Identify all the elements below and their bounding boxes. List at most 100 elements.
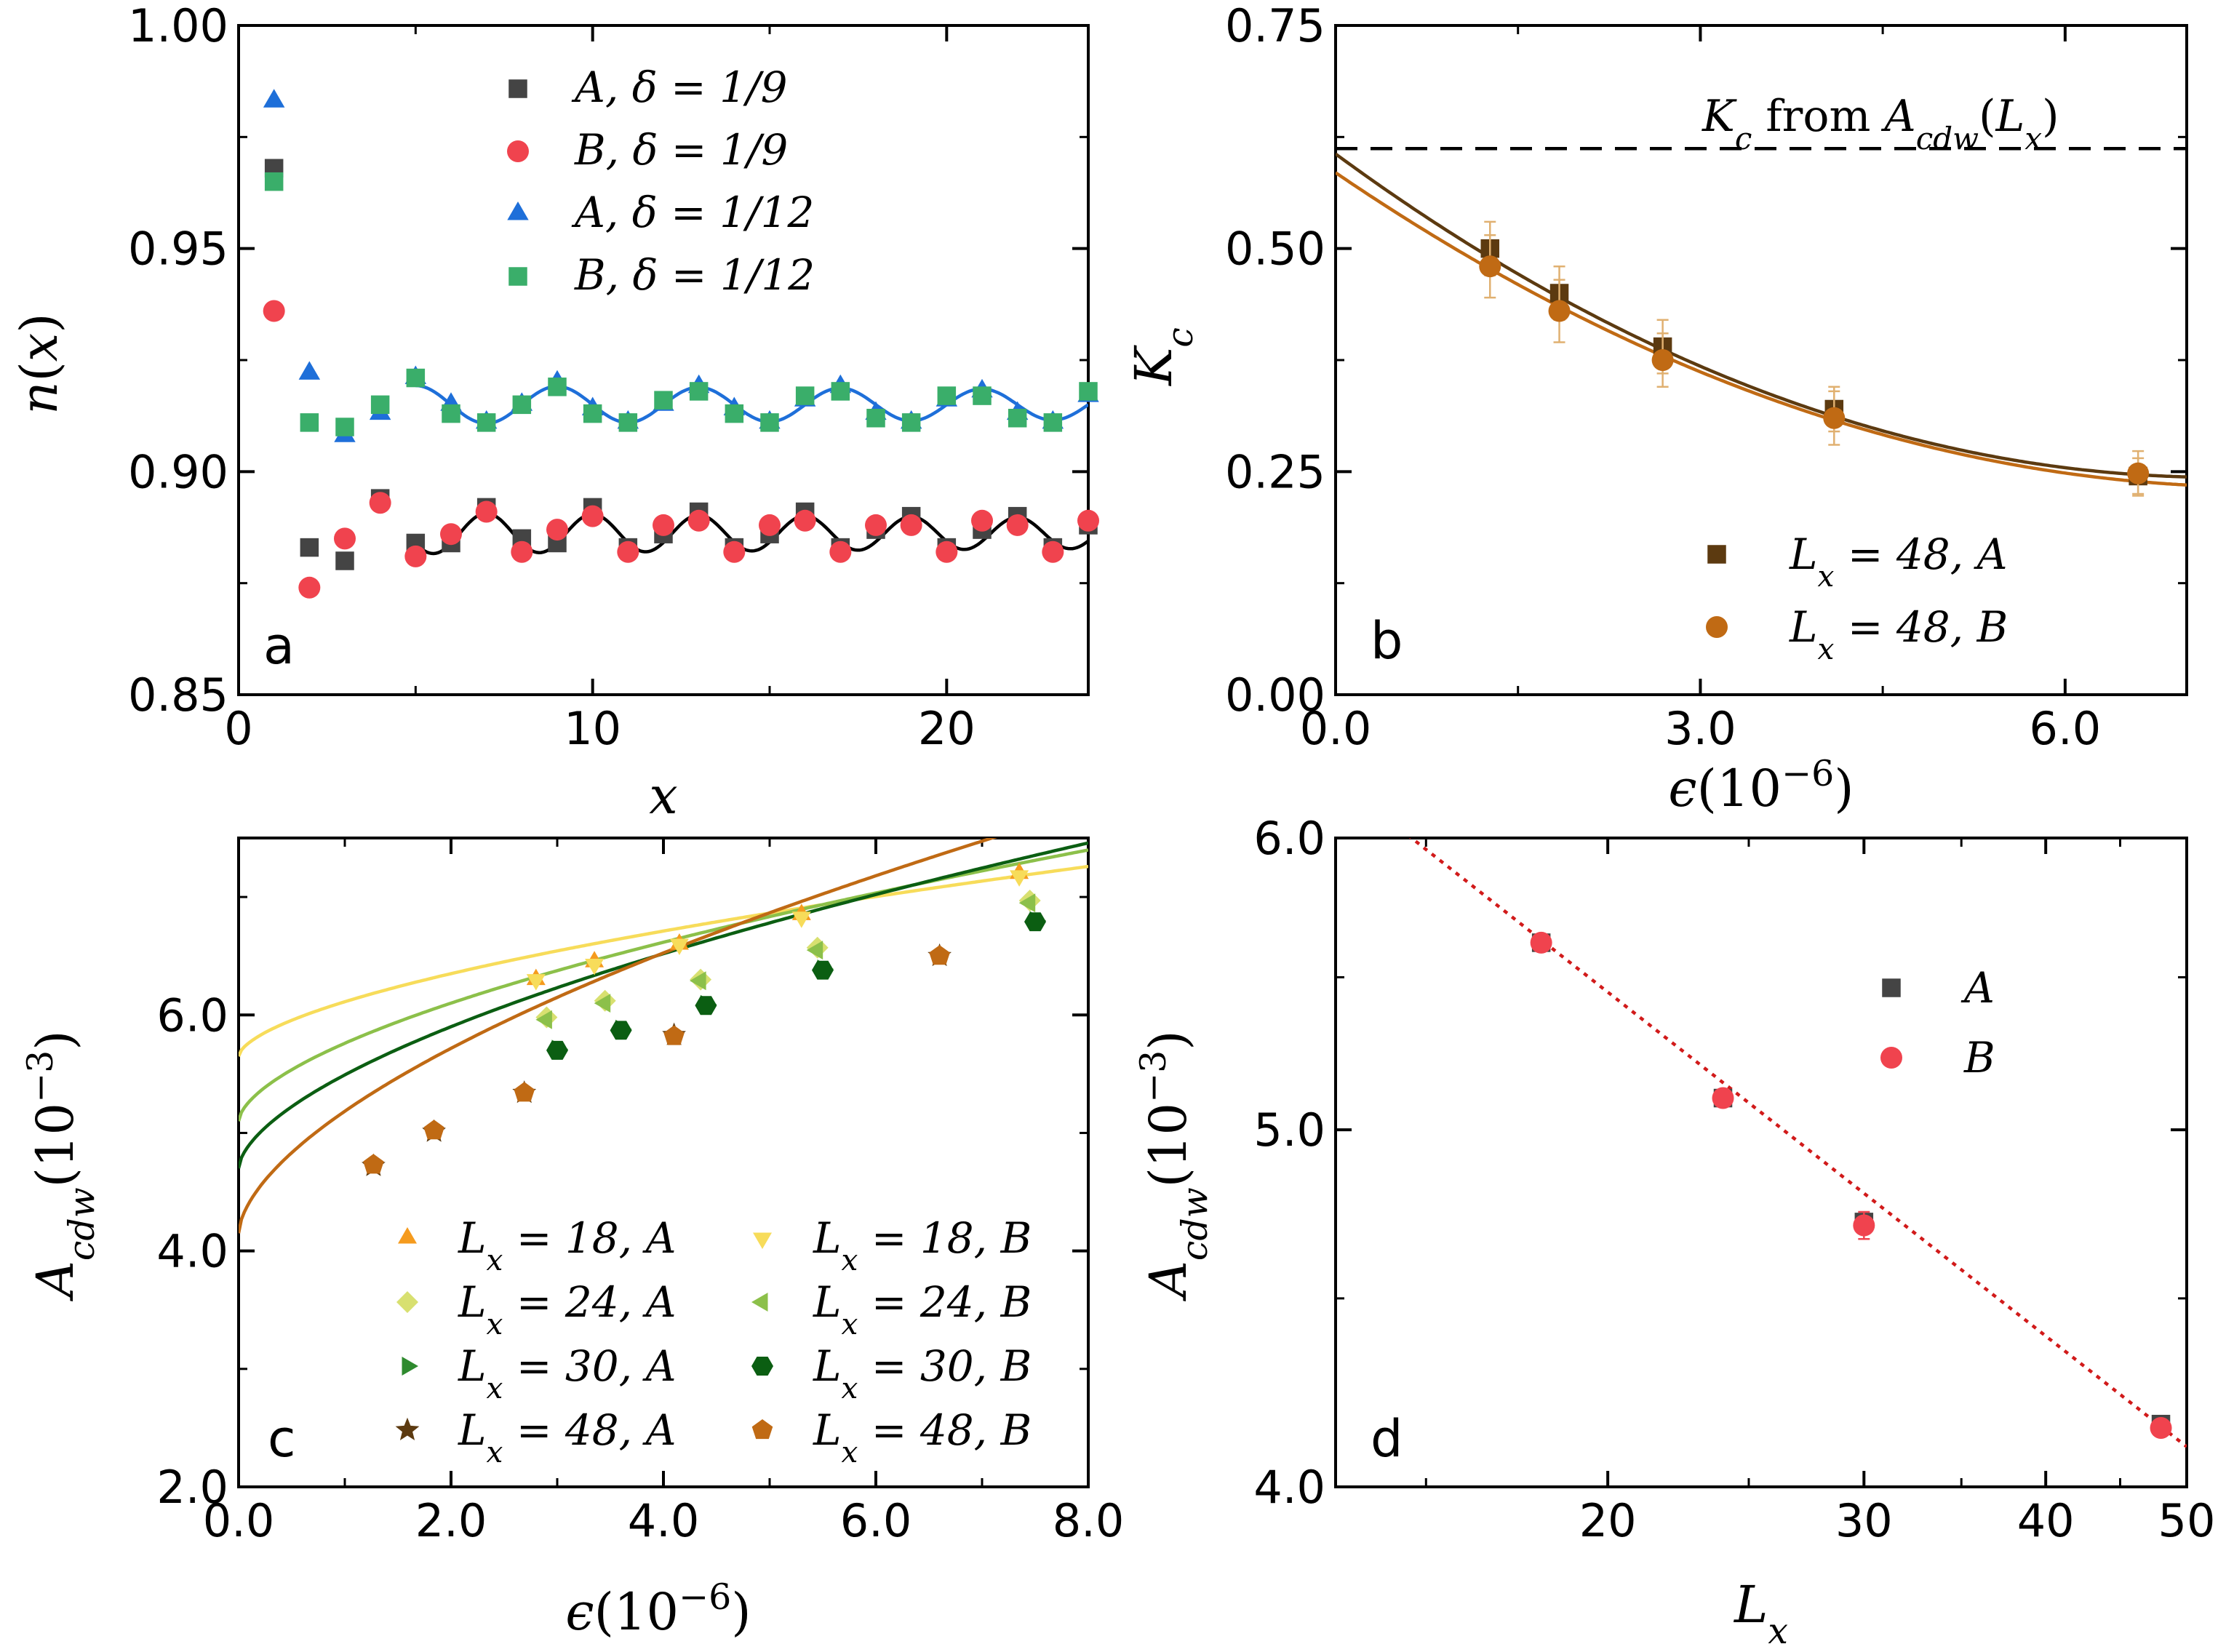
- y-axis-label: Kc: [1124, 327, 1201, 387]
- y-tick-label: 0.90: [128, 445, 228, 498]
- data-point: [759, 514, 781, 536]
- legend-marker: [507, 201, 529, 220]
- legend-label-part: = 30,: [503, 1341, 645, 1391]
- data-point: [406, 368, 426, 388]
- legend-label-part: x: [842, 1306, 858, 1341]
- series-group: [526, 870, 1029, 991]
- annotation-text-part: c: [1735, 121, 1752, 156]
- x-axis-label-part: x: [1768, 1611, 1788, 1652]
- y-axis-label-part: cdw: [61, 1187, 103, 1261]
- legend-label-part: = 1/12: [658, 188, 815, 237]
- data-point: [583, 404, 602, 423]
- data-point: [334, 527, 356, 550]
- x-tick-label: 8.0: [1053, 1494, 1125, 1547]
- fit-curve: [239, 864, 1088, 1057]
- x-axis-label: ϵ(10−6): [565, 1576, 751, 1643]
- x-tick-label: 6.0: [840, 1494, 912, 1547]
- legend-marker: [1880, 1047, 1902, 1069]
- x-axis-label-part: ): [1834, 759, 1854, 818]
- legend-label-part: = 48,: [1834, 602, 1976, 652]
- data-point: [901, 413, 921, 432]
- series-group: [1480, 220, 2147, 495]
- data-point: [971, 509, 993, 532]
- data-point: [264, 172, 284, 191]
- series-group: [363, 945, 950, 1174]
- legend-label-part: = 48,: [503, 1405, 645, 1455]
- x-axis-label-part: ): [731, 1582, 751, 1642]
- data-point: [689, 382, 709, 401]
- annotation-text-part: K: [1702, 91, 1737, 142]
- x-axis-label-part: ϵ: [1668, 759, 1696, 818]
- legend-label-part: x: [487, 1370, 503, 1405]
- data-point: [1010, 870, 1029, 887]
- data-point: [335, 551, 354, 570]
- x-axis-label: ϵ(10−6): [1668, 753, 1854, 819]
- data-point: [548, 378, 567, 396]
- data-point: [263, 89, 285, 108]
- data-point: [725, 404, 744, 423]
- data-point: [2127, 462, 2150, 484]
- legend-label-part: A: [1960, 963, 1995, 1013]
- legend-marker: [507, 140, 529, 162]
- y-axis-label-part: A: [1138, 1261, 1198, 1302]
- panel-letter: a: [263, 616, 295, 676]
- legend-label: Lx = 48, B: [1789, 602, 2008, 666]
- annotation-text-part: from: [1752, 91, 1884, 142]
- legend-label-part: x: [487, 1242, 503, 1277]
- x-axis-label-part: −6: [1782, 753, 1834, 794]
- legend-label-part: L: [1789, 530, 1818, 579]
- data-point: [1079, 382, 1098, 401]
- data-point: [617, 540, 639, 563]
- y-axis-label: Acdw(10−3): [1133, 1030, 1216, 1301]
- data-point: [476, 413, 496, 432]
- data-point: [865, 514, 887, 536]
- panel-c: 0.0 2.0 4.0 6.0 8.02.04.06.0Lx = 18, ALx = 2…: [20, 837, 1125, 1643]
- legend-label: Lx = 48, B: [813, 1405, 1032, 1469]
- series-group: [1530, 931, 2172, 1440]
- y-tick-label: 6.0: [156, 989, 228, 1042]
- x-tick-label: 3.0: [1664, 702, 1736, 755]
- legend-marker: [396, 1291, 418, 1313]
- data-point: [369, 492, 391, 514]
- legend-label: A, δ = 1/12: [571, 188, 814, 237]
- data-point: [695, 996, 717, 1015]
- data-point: [812, 960, 834, 980]
- y-tick-label: 6.0: [1253, 812, 1325, 865]
- legend-marker: [508, 267, 527, 286]
- legend-label-part: x: [1818, 631, 1835, 666]
- data-point: [723, 540, 746, 563]
- data-point: [440, 523, 462, 546]
- y-tick-label: 1.00: [128, 0, 228, 52]
- y-tick-label: 0.00: [1225, 669, 1325, 722]
- series-group: [264, 172, 1098, 436]
- data-point: [760, 413, 779, 432]
- y-tick-label: 0.85: [128, 669, 228, 722]
- y-axis-label-part: n: [9, 382, 69, 415]
- y-axis-label-part: A: [25, 1261, 85, 1302]
- legend-label-part: ,: [605, 188, 632, 237]
- x-tick-label: 20: [1579, 1494, 1637, 1547]
- legend-label: Lx = 18, A: [458, 1213, 676, 1277]
- data-point: [1018, 893, 1036, 913]
- y-tick-label: 0.50: [1225, 223, 1325, 276]
- y-tick-label: 0.25: [1225, 445, 1325, 498]
- data-point: [618, 413, 638, 432]
- data-point: [937, 386, 957, 405]
- data-point: [1712, 1087, 1734, 1109]
- legend-label-part: x: [1818, 559, 1835, 594]
- x-tick-label: 20: [918, 702, 976, 755]
- legend-label-part: B: [1000, 1405, 1032, 1455]
- legend-label-part: A: [571, 188, 605, 237]
- annotation-text-part: x: [2024, 121, 2042, 156]
- legend-label-part: L: [458, 1405, 487, 1455]
- x-tick-label: 30: [1835, 1494, 1893, 1547]
- data-point: [1006, 514, 1029, 536]
- x-tick-label: 2.0: [415, 1494, 487, 1547]
- data-point: [404, 545, 427, 567]
- plot-frame: [1334, 837, 2188, 1488]
- data-point: [546, 1040, 568, 1060]
- y-axis-label-part: ): [9, 313, 69, 332]
- data-point: [1077, 509, 1099, 532]
- legend-label-part: L: [1789, 602, 1818, 652]
- legend-label-part: x: [842, 1434, 858, 1469]
